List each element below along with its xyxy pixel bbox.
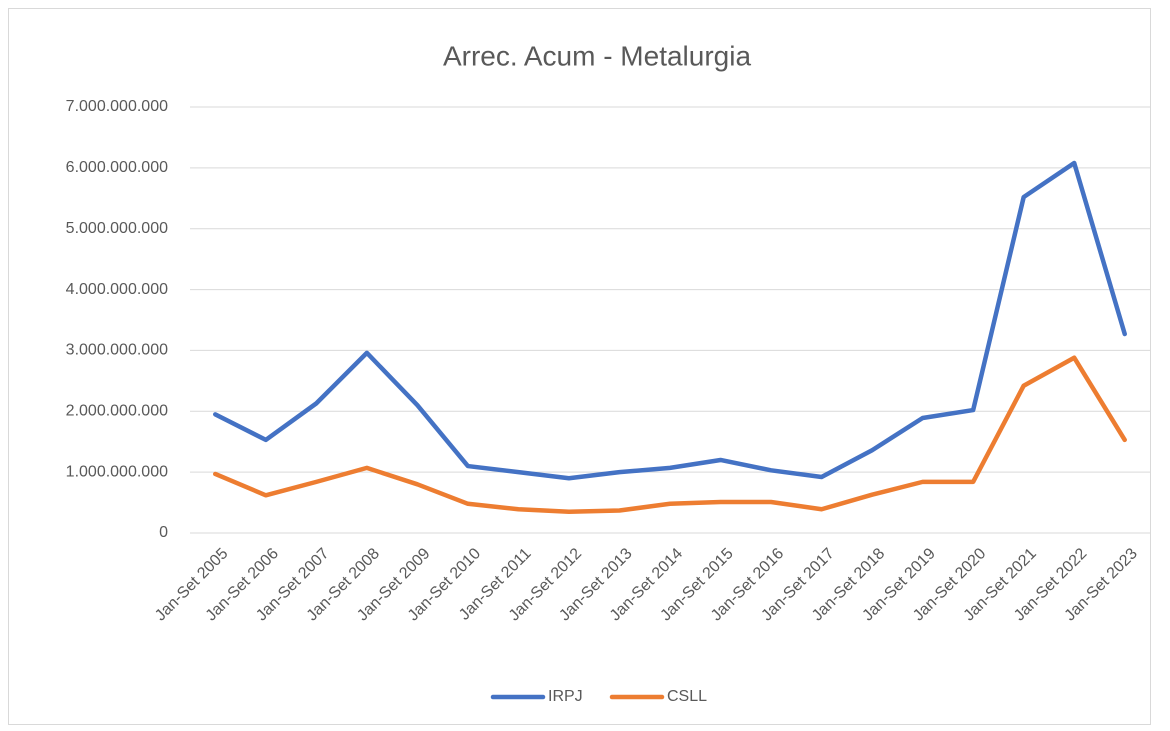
legend-label: IRPJ	[548, 688, 583, 705]
chart-title: Arrec. Acum - Metalurgia	[443, 40, 752, 71]
y-tick-label: 7.000.000.000	[66, 98, 168, 115]
line-series	[213, 355, 1127, 514]
y-tick-label: 1.000.000.000	[66, 463, 168, 480]
y-tick-label: 5.000.000.000	[66, 220, 168, 237]
y-tick-label: 6.000.000.000	[66, 159, 168, 176]
legend-label: CSLL	[667, 688, 707, 705]
y-tick-label: 2.000.000.000	[66, 403, 168, 420]
y-tick-label: 3.000.000.000	[66, 342, 168, 359]
line-series	[213, 160, 1127, 481]
y-tick-label: 4.000.000.000	[66, 281, 168, 298]
chart-frame	[8, 8, 1151, 725]
y-tick-label: 0	[159, 524, 168, 541]
